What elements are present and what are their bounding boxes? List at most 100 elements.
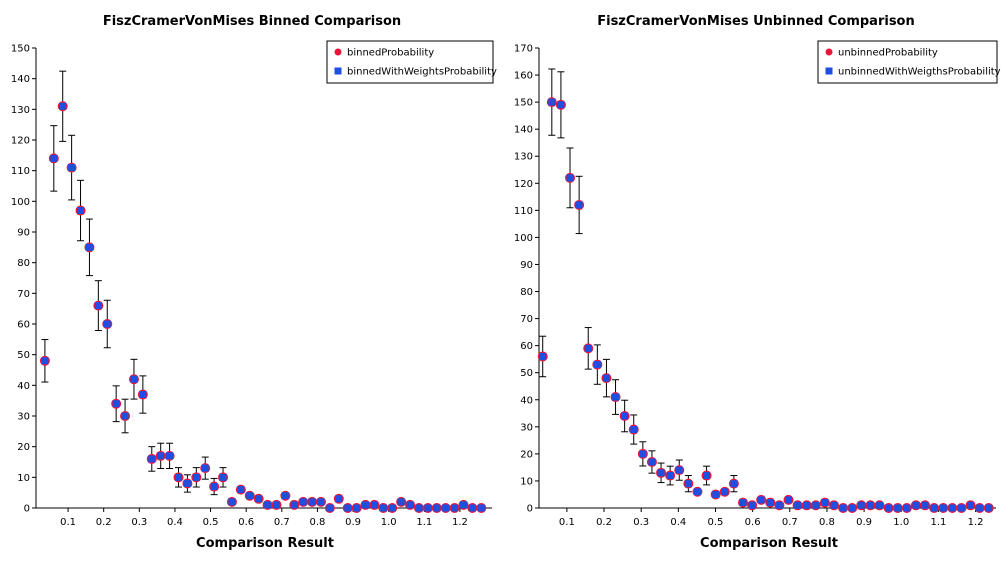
- x-axis-label: Comparison Result: [196, 536, 334, 551]
- y-tick-label: 50: [17, 350, 30, 361]
- x-tick-label: 0.1: [60, 517, 76, 528]
- x-tick-label: 0.4: [167, 517, 183, 528]
- x-tick-label: 0.8: [309, 517, 325, 528]
- point-binnedWithWeightsProbability: [210, 483, 218, 491]
- point-unbinnedWithWeigthsProbability: [866, 501, 874, 509]
- x-tick-label: 0.8: [819, 517, 835, 528]
- point-unbinnedWithWeigthsProbability: [848, 504, 856, 512]
- y-tick-label: 80: [17, 258, 30, 269]
- y-tick-label: 100: [11, 197, 30, 208]
- point-binnedWithWeightsProbability: [228, 498, 236, 506]
- point-unbinnedWithWeigthsProbability: [930, 504, 938, 512]
- x-tick-label: 0.9: [856, 517, 872, 528]
- legend-box: [326, 40, 494, 84]
- point-unbinnedWithWeigthsProbability: [621, 412, 629, 420]
- point-binnedWithWeightsProbability: [460, 501, 467, 509]
- point-binnedWithWeightsProbability: [415, 504, 423, 512]
- y-tick-label: 160: [514, 71, 533, 82]
- y-tick-label: 0: [527, 504, 533, 515]
- point-unbinnedWithWeigthsProbability: [602, 374, 610, 382]
- point-binnedWithWeightsProbability: [255, 495, 263, 503]
- legend-marker-square: [334, 67, 342, 75]
- point-binnedWithWeightsProbability: [148, 455, 156, 463]
- x-tick-label: 0.6: [238, 517, 254, 528]
- y-tick-label: 130: [514, 152, 533, 163]
- y-tick-label: 90: [520, 260, 533, 271]
- x-axis-label: Comparison Result: [700, 536, 838, 551]
- y-tick-label: 40: [520, 395, 533, 406]
- x-tick-label: 1.0: [893, 517, 909, 528]
- point-binnedWithWeightsProbability: [246, 492, 254, 500]
- point-unbinnedWithWeigthsProbability: [721, 488, 729, 496]
- y-tick-label: 120: [11, 136, 30, 147]
- point-unbinnedWithWeigthsProbability: [821, 499, 829, 507]
- point-binnedWithWeightsProbability: [468, 504, 476, 512]
- y-tick-label: 170: [514, 44, 533, 55]
- x-tick-label: 0.5: [708, 517, 724, 528]
- legend-marker-circle: [334, 48, 342, 56]
- y-tick-label: 70: [17, 289, 30, 300]
- point-unbinnedWithWeigthsProbability: [748, 501, 756, 509]
- point-binnedWithWeightsProbability: [166, 452, 174, 460]
- point-binnedWithWeightsProbability: [451, 504, 459, 512]
- y-tick-label: 150: [514, 98, 533, 109]
- legend-box: [817, 40, 998, 84]
- point-unbinnedWithWeigthsProbability: [612, 393, 620, 401]
- point-binnedWithWeightsProbability: [424, 504, 432, 512]
- point-binnedWithWeightsProbability: [290, 501, 298, 509]
- point-binnedWithWeightsProbability: [201, 464, 209, 472]
- point-binnedWithWeightsProbability: [326, 504, 334, 512]
- point-binnedWithWeightsProbability: [433, 504, 441, 512]
- y-tick-label: 20: [520, 449, 533, 460]
- x-tick-label: 0.5: [203, 517, 219, 528]
- y-tick-label: 110: [11, 166, 30, 177]
- point-unbinnedWithWeigthsProbability: [548, 98, 556, 106]
- point-unbinnedWithWeigthsProbability: [666, 472, 674, 480]
- point-unbinnedWithWeigthsProbability: [675, 466, 683, 474]
- point-binnedWithWeightsProbability: [85, 243, 93, 251]
- point-unbinnedWithWeigthsProbability: [839, 504, 847, 512]
- y-tick-label: 40: [17, 381, 30, 392]
- point-unbinnedWithWeigthsProbability: [739, 499, 747, 507]
- point-unbinnedWithWeigthsProbability: [967, 501, 975, 509]
- y-tick-label: 140: [514, 125, 533, 136]
- y-tick-label: 60: [17, 320, 30, 331]
- chart-panel-1: FiszCramerVonMises Binned Comparison 0 10 2…: [11, 14, 497, 551]
- y-tick-label: 0: [24, 504, 30, 515]
- x-tick-label: 0.7: [274, 517, 290, 528]
- point-unbinnedWithWeigthsProbability: [812, 501, 820, 509]
- point-unbinnedWithWeigthsProbability: [703, 472, 711, 480]
- point-binnedWithWeightsProbability: [406, 501, 414, 509]
- point-binnedWithWeightsProbability: [477, 504, 485, 512]
- point-unbinnedWithWeigthsProbability: [784, 496, 792, 504]
- point-unbinnedWithWeigthsProbability: [657, 469, 665, 477]
- point-unbinnedWithWeigthsProbability: [885, 504, 893, 512]
- y-tick-label: 110: [514, 206, 533, 217]
- point-unbinnedWithWeigthsProbability: [730, 480, 738, 488]
- point-unbinnedWithWeigthsProbability: [630, 426, 638, 434]
- chart-panel-2: FiszCramerVonMises Unbinned Comparison 0 1…: [514, 14, 1001, 551]
- legend-marker-square: [825, 67, 833, 75]
- x-tick-label: 0.2: [596, 517, 612, 528]
- point-binnedWithWeightsProbability: [397, 498, 405, 506]
- point-unbinnedWithWeigthsProbability: [830, 501, 838, 509]
- point-unbinnedWithWeigthsProbability: [766, 499, 774, 507]
- x-tick-label: 1.2: [968, 517, 984, 528]
- point-binnedWithWeightsProbability: [308, 498, 316, 506]
- legend-label: binnedWithWeightsProbability: [347, 67, 497, 78]
- point-binnedWithWeightsProbability: [139, 391, 147, 399]
- point-binnedWithWeightsProbability: [68, 164, 76, 172]
- point-unbinnedWithWeigthsProbability: [557, 101, 565, 109]
- point-binnedWithWeightsProbability: [272, 501, 280, 509]
- point-binnedWithWeightsProbability: [317, 498, 325, 506]
- point-binnedWithWeightsProbability: [175, 473, 182, 481]
- y-tick-label: 80: [520, 287, 533, 298]
- x-tick-label: 0.3: [633, 517, 649, 528]
- y-tick-label: 10: [520, 476, 533, 487]
- point-binnedWithWeightsProbability: [353, 504, 361, 512]
- y-tick-label: 10: [17, 473, 30, 484]
- x-tick-label: 1.0: [381, 517, 397, 528]
- point-binnedWithWeightsProbability: [157, 452, 165, 460]
- y-tick-label: 30: [520, 422, 533, 433]
